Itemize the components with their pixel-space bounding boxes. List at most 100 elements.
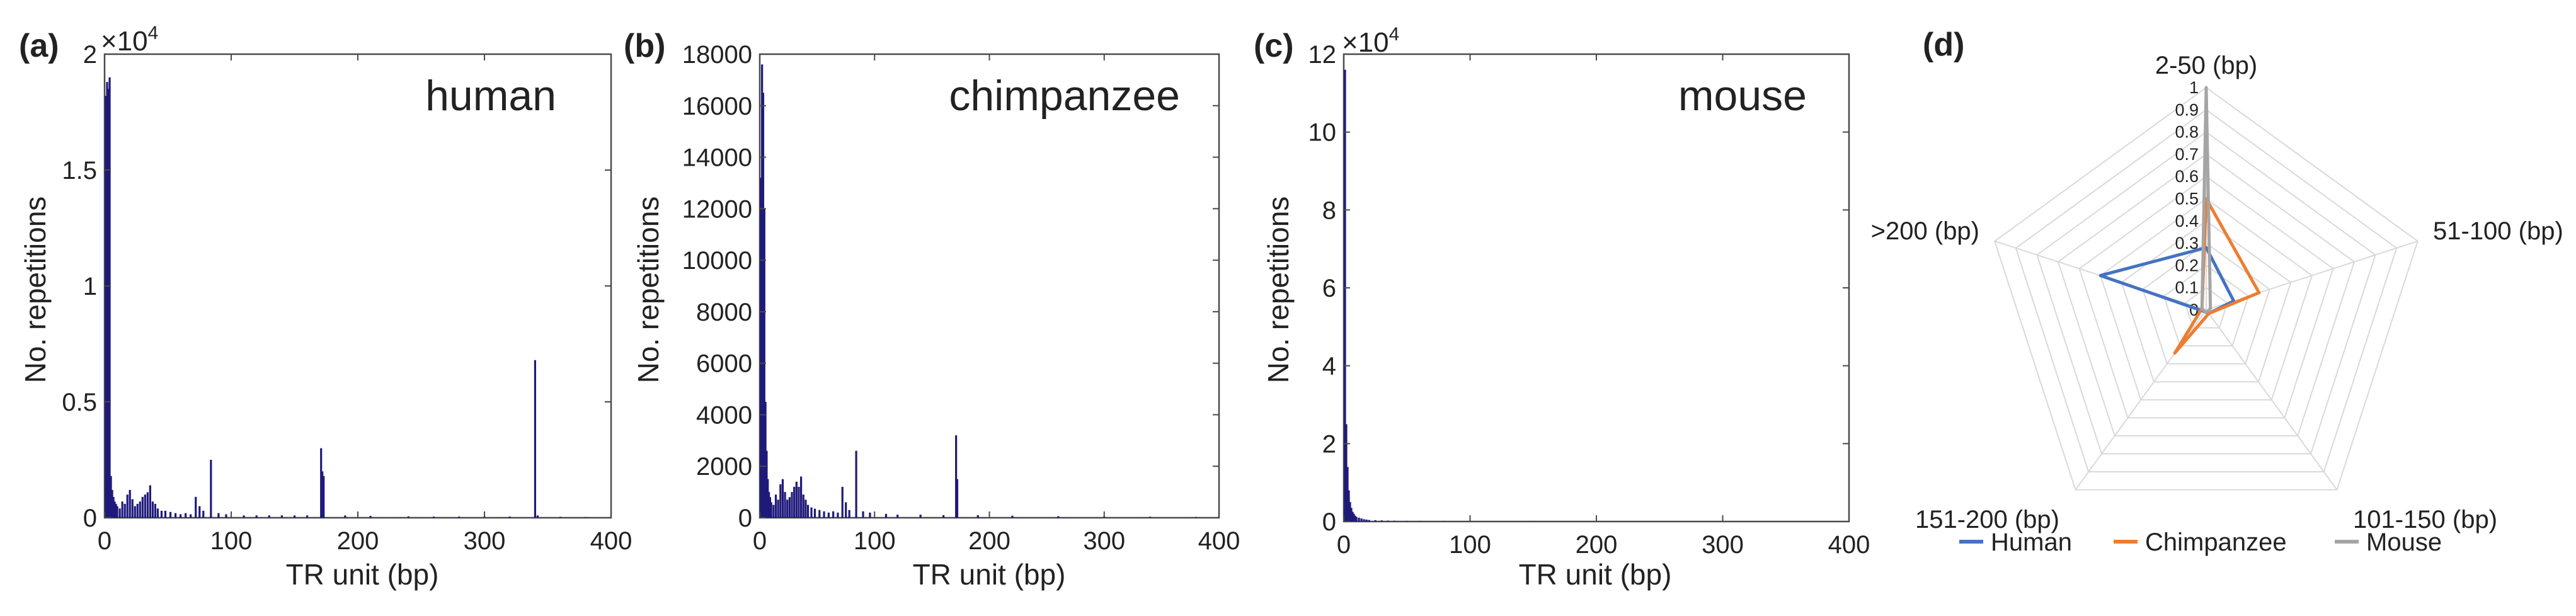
bar <box>1418 521 1421 522</box>
bar <box>845 502 847 518</box>
bar <box>134 506 136 518</box>
bar <box>760 178 762 518</box>
x-tick-label: 0 <box>1337 531 1351 559</box>
bar <box>786 499 789 518</box>
y-tick-label: 1 <box>83 273 97 300</box>
y-tick-label: 0 <box>83 505 97 532</box>
bar <box>1149 516 1152 518</box>
bar <box>126 494 129 518</box>
bar <box>508 516 511 518</box>
bar <box>777 499 779 518</box>
grid-ring <box>2099 198 2313 401</box>
bar <box>795 481 798 518</box>
x-tick-label: 400 <box>590 527 633 555</box>
bar <box>190 514 192 518</box>
y-tick-label: 8 <box>1322 197 1336 224</box>
plot-area: 0 100 200 300 400020004000600080001000012000… <box>682 41 1240 555</box>
bar <box>1365 519 1368 522</box>
y-tick-label: 2000 <box>696 453 752 481</box>
bar <box>280 515 283 518</box>
x-tick-label: 300 <box>464 527 506 555</box>
bar <box>129 489 131 518</box>
bar <box>862 511 864 518</box>
bar <box>116 506 118 518</box>
bar <box>919 515 922 518</box>
y-tick-label: 12 <box>1308 41 1337 69</box>
bar <box>848 510 850 518</box>
y-tick-label: 6000 <box>696 350 752 378</box>
y-tick-label: 2 <box>1322 430 1336 458</box>
plot-area: 0 100 200 300 400 0 2 4 6 8 10 12 <box>1308 41 1870 559</box>
x-axis-label: TR unit (bp) <box>913 558 1066 591</box>
bar <box>169 511 172 518</box>
x-tick-label: 400 <box>1198 527 1240 555</box>
bar <box>767 479 769 518</box>
bar <box>136 503 139 518</box>
r-tick-label: 0.7 <box>2175 145 2199 164</box>
bar <box>151 501 154 518</box>
radar-axis-label: 151-200 (bp) <box>1915 506 2059 533</box>
bar <box>837 512 839 518</box>
bar <box>1368 520 1370 522</box>
grid-ring <box>2057 153 2356 436</box>
bar <box>407 516 409 518</box>
x-tick-label: 0 <box>98 527 112 555</box>
x-tick-label: 200 <box>1576 531 1618 559</box>
x-tick-label: 300 <box>1083 527 1125 555</box>
bar <box>818 510 821 518</box>
bar <box>180 514 182 518</box>
x-axis-label: TR unit (bp) <box>1519 558 1672 591</box>
bar <box>800 476 803 518</box>
r-tick-label: 0.5 <box>2175 190 2199 208</box>
bar <box>806 505 810 518</box>
bar <box>268 515 270 518</box>
bar <box>164 510 167 518</box>
bar <box>956 479 959 518</box>
species-title: mouse <box>1678 72 1807 120</box>
bar <box>798 486 800 518</box>
series-mouse <box>2200 86 2212 314</box>
x-axis-label: TR unit (bp) <box>286 558 439 591</box>
bar <box>788 497 791 518</box>
y-tick-label: 8000 <box>696 299 752 326</box>
r-tick-label: 0.9 <box>2175 100 2199 119</box>
bar <box>160 510 163 518</box>
r-tick-label: 0.4 <box>2175 212 2199 231</box>
bar <box>761 64 764 518</box>
bar <box>458 516 461 518</box>
grid-ring <box>2142 242 2270 365</box>
bar <box>108 77 111 518</box>
bar <box>210 460 212 518</box>
bar <box>123 503 126 518</box>
y-multiplier: ×104 <box>1342 24 1399 58</box>
bar <box>869 512 871 518</box>
bar <box>321 471 324 518</box>
y-axis-label: No. repetitions <box>632 197 665 384</box>
r-tick-label: 0.1 <box>2175 278 2199 297</box>
x-tick-label: 0 <box>753 527 767 555</box>
bar <box>1387 520 1389 522</box>
bar <box>1374 520 1377 522</box>
bar <box>559 516 562 518</box>
bar <box>534 360 536 518</box>
bar <box>202 510 205 518</box>
bar <box>115 503 117 518</box>
radar-axis-label: 2-50 (bp) <box>2155 52 2257 79</box>
bar <box>779 484 782 518</box>
y-axis-label: No. repetitions <box>1262 197 1295 384</box>
bar <box>1360 518 1363 522</box>
bar <box>793 486 796 518</box>
bar <box>781 479 784 518</box>
y-axis-label: No. repetitions <box>19 197 52 384</box>
spoke <box>2206 309 2338 491</box>
panel-label: (a) <box>19 28 59 64</box>
legend-label: Chimpanzee <box>2145 528 2287 556</box>
bar <box>185 513 187 518</box>
series-human <box>2098 246 2236 316</box>
panel-label: (d) <box>1923 26 1964 63</box>
bar <box>344 515 346 518</box>
bar <box>107 89 110 518</box>
bar <box>1405 521 1408 522</box>
bar <box>1057 516 1060 518</box>
bar <box>1351 511 1354 522</box>
